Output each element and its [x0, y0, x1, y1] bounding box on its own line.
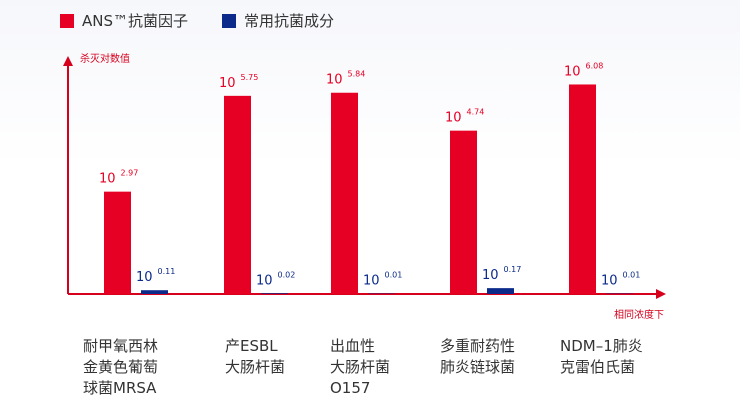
y-axis-arrow — [63, 56, 73, 66]
category-label-1-line-3: 球菌MRSA — [83, 379, 157, 397]
category-label-1-line-2: 金黄色葡萄 — [83, 358, 158, 376]
value-labels: 10 2.97 10 5.75 10 5.84 10 4.74 10 6.08 10 0.11 10 0.… — [99, 61, 640, 288]
value-label-common-1: 10 0.11 — [136, 267, 175, 285]
category-label-2-line-2: 大肠杆菌 — [225, 358, 285, 376]
value-label-common-4: 10 0.17 — [482, 265, 521, 283]
bar-ans-5 — [569, 84, 596, 294]
value-label-common-2: 10 0.02 — [256, 270, 295, 288]
category-label-3-line-2: 大肠杆菌 — [330, 358, 390, 376]
legend-label-2: 常用抗菌成分 — [244, 12, 334, 30]
category-label-4-line-2: 肺炎链球菌 — [440, 358, 515, 376]
category-label-2-line-1: 产ESBL — [225, 337, 278, 355]
category-label-3-line-1: 出血性 — [330, 337, 375, 355]
bar-ans-1 — [104, 191, 131, 294]
category-label-3-line-3: O157 — [330, 379, 370, 397]
category-label-1-line-1: 耐甲氧西林 — [83, 337, 158, 355]
value-label-ans-1: 10 2.97 — [99, 169, 138, 187]
value-label-ans-4: 10 4.74 — [445, 108, 484, 126]
x-axis-label: 相同浓度下 — [614, 308, 664, 321]
value-label-common-5: 10 0.01 — [601, 271, 640, 289]
category-label-4-line-1: 多重耐药性 — [440, 337, 515, 355]
category-label-5-line-2: 克雷伯氏菌 — [560, 358, 635, 376]
bar-common-2 — [261, 293, 288, 294]
y-axis-label: 杀灭对数值 — [80, 52, 130, 65]
x-axis-arrow — [656, 289, 666, 299]
category-label-5-line-1: NDM–1肺炎 — [560, 337, 643, 355]
bar-ans-3 — [331, 92, 358, 294]
legend-swatch-2 — [222, 14, 236, 28]
value-label-ans-5: 10 6.08 — [564, 61, 603, 79]
value-label-ans-2: 10 5.75 — [219, 73, 258, 91]
bar-common-4 — [487, 288, 514, 294]
value-label-ans-3: 10 5.84 — [326, 70, 365, 88]
value-label-common-3: 10 0.01 — [363, 271, 402, 289]
legend-label-1: ANS™抗菌因子 — [82, 12, 188, 30]
bar-ans-2 — [224, 95, 251, 294]
bars — [104, 84, 633, 294]
bar-common-1 — [141, 290, 168, 294]
legend: ANS™抗菌因子 常用抗菌成分 — [60, 12, 334, 30]
bar-ans-4 — [450, 130, 477, 294]
legend-swatch-1 — [60, 14, 74, 28]
